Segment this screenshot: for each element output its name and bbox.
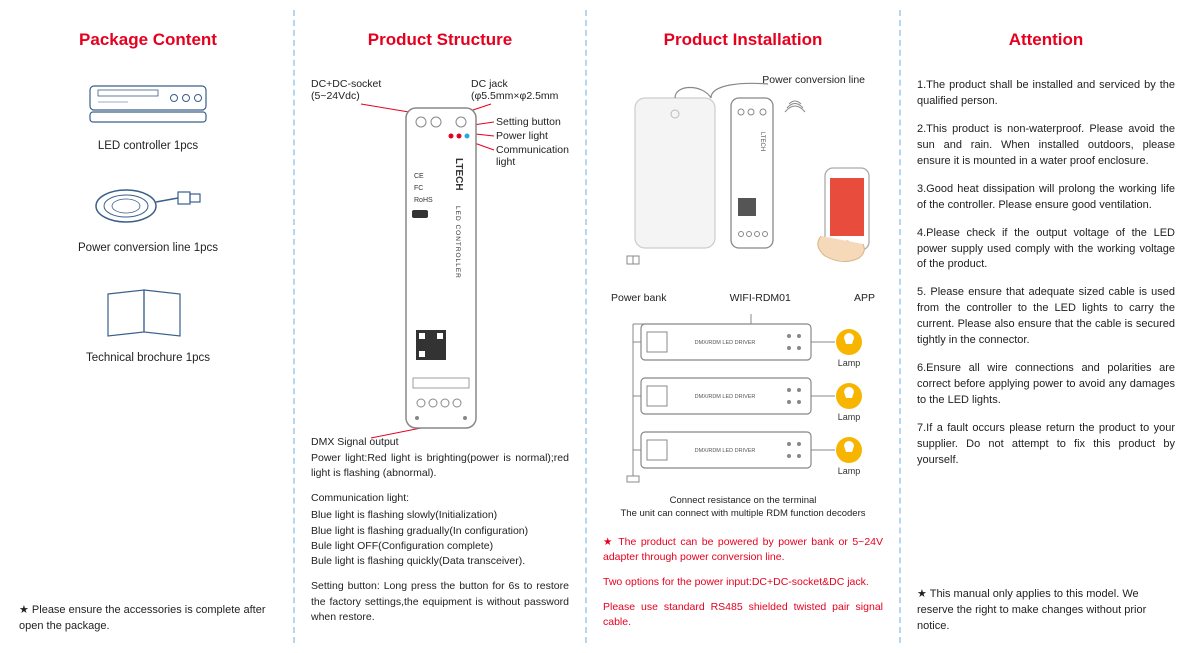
attn-4: 4.Please check if the output voltage of … (917, 226, 1175, 274)
install-svg: LTECH (603, 78, 883, 288)
label-powerbank: Power bank (611, 292, 666, 304)
desc-comm-title: Communication light: (311, 491, 569, 506)
col-product-installation: Product Installation Power conversion li… (589, 10, 897, 643)
attn-2: 2.This product is non-waterproof. Please… (917, 122, 1175, 170)
desc-setting-btn: Setting button: Long press the button fo… (311, 579, 569, 625)
desc-comm-l3: Bule light is flashing quickly(Data tran… (311, 554, 569, 569)
svg-text:Lamp: Lamp (838, 412, 861, 422)
label-wifi-rdm01: WIFI-RDM01 (730, 292, 791, 304)
attn-6: 6.Ensure all wire connections and polari… (917, 361, 1175, 409)
svg-text:FC: FC (414, 185, 423, 192)
label-brochure: Technical brochure 1pcs (19, 352, 277, 364)
drivers-svg: DMX/RDM LED DRIVER Lamp DMX/RDM LED DRIV… (603, 314, 883, 494)
svg-text:LED CONTROLLER: LED CONTROLLER (454, 206, 461, 279)
col-product-structure: Product Structure DC+DC-socket (5~24Vdc)… (297, 10, 583, 643)
svg-text:LTECH: LTECH (453, 158, 464, 191)
structure-diagram: DC+DC-socket (5~24Vdc) DC jack (φ5.5mm×φ… (311, 78, 569, 451)
caption-multiple: The unit can connect with multiple RDM f… (603, 507, 883, 520)
label-led-controller: LED controller 1pcs (19, 140, 277, 152)
heading-package: Package Content (19, 30, 277, 50)
item-power-line: Power conversion line 1pcs (19, 180, 277, 254)
brochure-icon (88, 282, 208, 342)
install-drivers-diagram: DMX/RDM LED DRIVER Lamp DMX/RDM LED DRIV… (603, 314, 883, 494)
desc-comm-l2: Bule light OFF(Configuration complete) (311, 539, 569, 554)
heading-attention: Attention (917, 30, 1175, 50)
attn-1: 1.The product shall be installed and ser… (917, 78, 1175, 110)
desc-comm-l1: Blue light is flashing gradually(In conf… (311, 524, 569, 539)
structure-svg: LTECH LED CONTROLLER CE FC RoHS (311, 78, 591, 453)
divider-3 (899, 10, 901, 643)
col-attention: Attention 1.The product shall be install… (903, 10, 1189, 643)
page: Package Content LED controller 1pcs (0, 0, 1194, 653)
heading-structure: Product Structure (311, 30, 569, 50)
desc-power-light: Power light:Red light is brighting(power… (311, 451, 569, 481)
controller-icon (78, 78, 218, 130)
svg-text:Lamp: Lamp (838, 358, 861, 368)
svg-text:Lamp: Lamp (838, 466, 861, 476)
install-top-diagram: Power conversion line LTECH (603, 78, 883, 288)
footer-package: ★ Please ensure the accessories is compl… (19, 591, 277, 635)
svg-text:DMX/RDM LED DRIVER: DMX/RDM LED DRIVER (695, 394, 756, 400)
footer-attention: ★ This manual only applies to this model… (917, 575, 1175, 635)
install-note1: ★ The product can be powered by power ba… (603, 535, 883, 565)
attn-3: 3.Good heat dissipation will prolong the… (917, 182, 1175, 214)
caption-terminal: Connect resistance on the terminal (603, 494, 883, 507)
install-labels-row: Power bank WIFI-RDM01 APP (611, 292, 875, 304)
item-led-controller: LED controller 1pcs (19, 78, 277, 152)
item-brochure: Technical brochure 1pcs (19, 282, 277, 364)
cable-icon (78, 180, 218, 232)
divider-1 (293, 10, 295, 643)
install-note3: Please use standard RS485 shielded twist… (603, 600, 883, 630)
desc-comm-l0: Blue light is flashing slowly(Initializa… (311, 508, 569, 523)
driver-text-1: DMX/RDM LED DRIVER (695, 340, 756, 346)
label-app: APP (854, 292, 875, 304)
col-package-content: Package Content LED controller 1pcs (5, 10, 291, 643)
attn-5: 5. Please ensure that adequate sized cab… (917, 285, 1175, 349)
attn-7: 7.If a fault occurs please return the pr… (917, 421, 1175, 469)
heading-installation: Product Installation (603, 30, 883, 50)
svg-text:CE: CE (414, 173, 424, 180)
install-note2: Two options for the power input:DC+DC-so… (603, 575, 883, 590)
attention-list: 1.The product shall be installed and ser… (917, 78, 1175, 481)
svg-text:RoHS: RoHS (414, 197, 433, 204)
label-power-line: Power conversion line 1pcs (19, 242, 277, 254)
svg-text:DMX/RDM LED DRIVER: DMX/RDM LED DRIVER (695, 448, 756, 454)
svg-text:LTECH: LTECH (759, 132, 765, 151)
